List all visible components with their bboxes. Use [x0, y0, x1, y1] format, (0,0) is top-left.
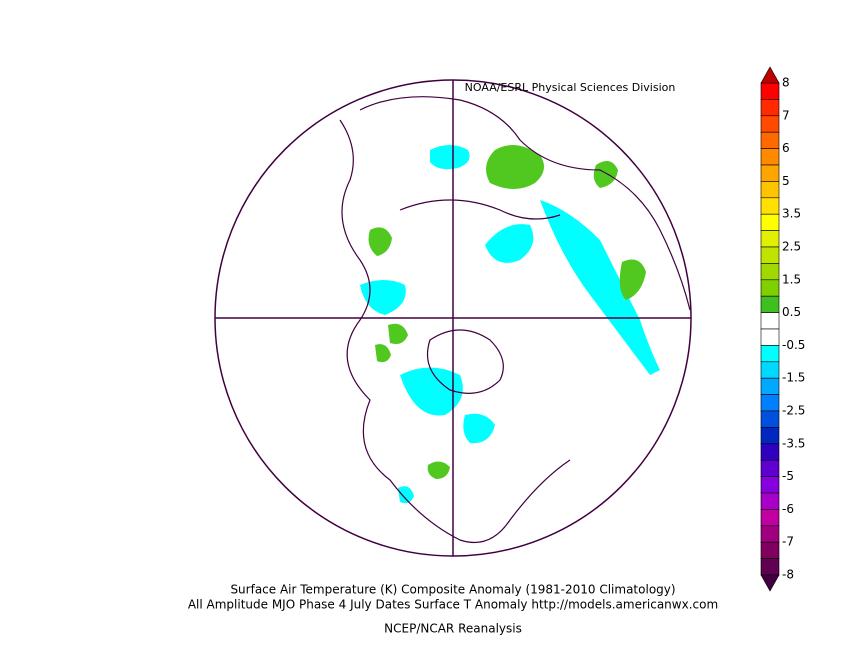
anomaly-blobs — [360, 145, 660, 504]
colorbar-cell — [760, 558, 780, 576]
colorbar-cell — [760, 377, 780, 395]
colorbar-cell — [760, 361, 780, 379]
warm-anomaly — [593, 161, 618, 188]
colorbar-label: 6 — [782, 141, 790, 155]
colorbar-cell — [760, 115, 780, 133]
colorbar-label: 1.5 — [782, 272, 801, 286]
colorbar-cell — [760, 541, 780, 559]
colorbar-label: -7 — [782, 535, 794, 549]
cold-anomaly — [398, 486, 414, 504]
colorbar-label: -8 — [782, 568, 794, 582]
colorbar-cell — [760, 164, 780, 182]
header: NOAA/ESRL Physical Sciences Division — [465, 81, 676, 94]
source: NCEP/NCAR Reanalysis — [384, 622, 522, 636]
colorbar-cell — [760, 99, 780, 117]
colorbar-label: -0.5 — [782, 338, 805, 352]
map — [214, 79, 692, 557]
coastline — [339, 119, 571, 544]
cold-anomaly — [485, 224, 534, 263]
cold-anomaly — [463, 413, 495, 444]
colorbar-label: 7 — [782, 108, 790, 122]
colorbar-label: -1.5 — [782, 371, 805, 385]
coastline — [426, 329, 504, 394]
colorbar-cell — [760, 476, 780, 494]
caption-line: All Amplitude MJO Phase 4 July Dates Sur… — [188, 598, 718, 612]
colorbar-label: 2.5 — [782, 240, 801, 254]
cold-anomaly — [430, 145, 470, 170]
colorbar-label: -5 — [782, 469, 794, 483]
colorbar-cell — [760, 410, 780, 428]
colorbar-label: 5 — [782, 174, 790, 188]
warm-anomaly — [368, 227, 392, 256]
colorbar-label: -6 — [782, 502, 794, 516]
colorbar-cell — [760, 312, 780, 330]
colorbar-cell — [760, 131, 780, 149]
colorbar-cell — [760, 328, 780, 346]
warm-anomaly — [427, 461, 450, 479]
colorbar-label: 0.5 — [782, 305, 801, 319]
warm-anomaly — [486, 145, 544, 189]
colorbar-cell — [760, 394, 780, 412]
colorbar-cell — [760, 230, 780, 248]
caption-line: Surface Air Temperature (K) Composite An… — [230, 583, 675, 597]
colorbar-over-arrow — [760, 66, 780, 84]
colorbar-cell — [760, 181, 780, 199]
cold-anomaly — [360, 280, 406, 315]
colorbar-cell — [760, 295, 780, 313]
colorbar-label: 8 — [782, 76, 790, 90]
colorbar-cell — [760, 197, 780, 215]
colorbar-cell — [760, 459, 780, 477]
warm-anomaly — [375, 323, 408, 363]
colorbar-cell — [760, 148, 780, 166]
coastlines — [339, 96, 691, 544]
colorbar-cell — [760, 279, 780, 297]
colorbar-cell — [760, 246, 780, 264]
colorbar-cell — [760, 213, 780, 231]
colorbar-label: -3.5 — [782, 436, 805, 450]
coastline — [359, 96, 691, 311]
colorbar-cell — [760, 82, 780, 100]
colorbar-label: -2.5 — [782, 404, 805, 418]
colorbar-cell — [760, 443, 780, 461]
cold-anomaly — [540, 200, 660, 375]
colorbar-cell — [760, 492, 780, 510]
colorbar-cell — [760, 525, 780, 543]
colorbar: 8 7 6 5 3.5 2.5 1.5 0.5 -0.5 -1.5 -2.5 -3.5 -5 -6 -7 -8 — [760, 66, 805, 592]
colorbar-cell — [760, 509, 780, 527]
colorbar-cell — [760, 345, 780, 363]
colorbar-label: 3.5 — [782, 207, 801, 221]
colorbar-cell — [760, 263, 780, 281]
cold-anomaly — [400, 367, 463, 416]
warm-anomaly — [619, 259, 646, 300]
colorbar-under-arrow — [760, 574, 780, 592]
colorbar-cell — [760, 427, 780, 445]
coastline — [399, 199, 561, 220]
